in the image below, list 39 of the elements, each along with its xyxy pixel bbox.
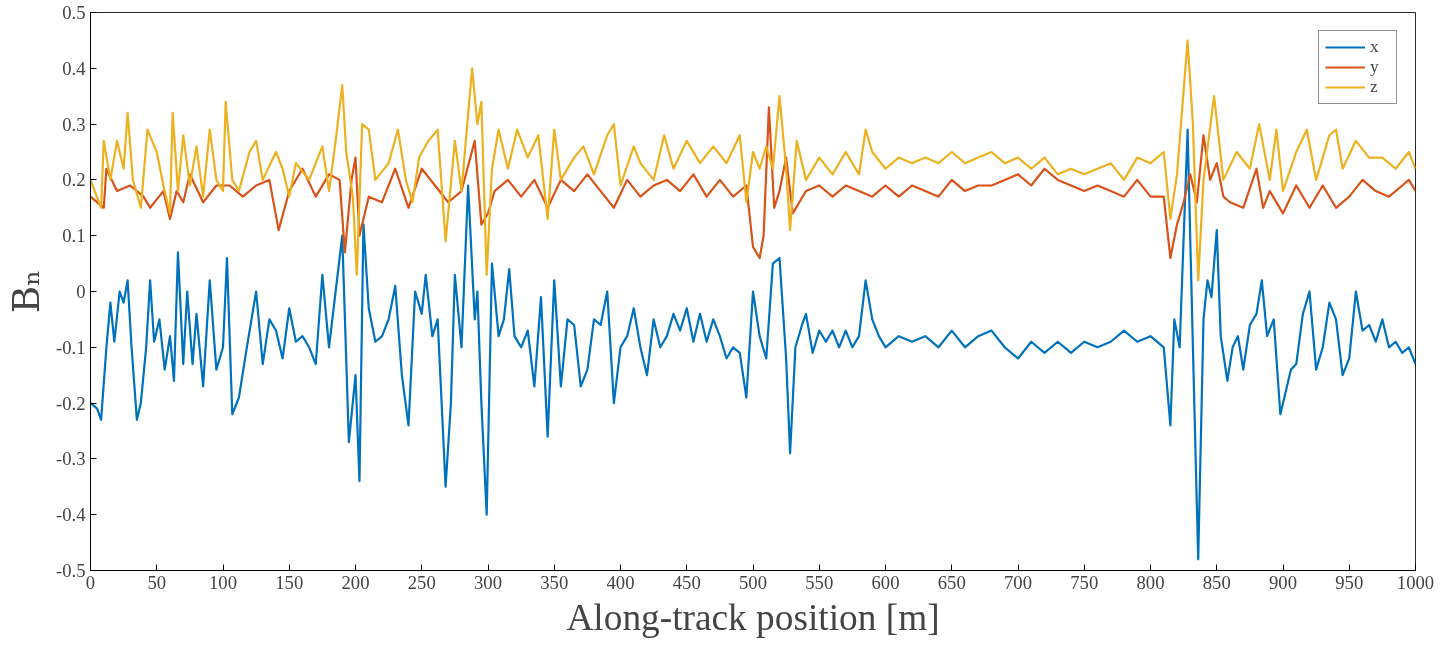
x-tick-label: 900 [1269,571,1297,593]
y-tick-label: 0.5 [62,2,86,23]
legend-label: x [1370,37,1380,57]
x-tick-label: 250 [407,571,436,593]
x-tick-label: 150 [275,571,304,593]
y-tick-label: 0.4 [62,57,87,79]
x-tick-label: 200 [341,571,370,593]
x-tick-label: 1000 [1396,571,1435,593]
x-tick-label: 950 [1335,571,1364,593]
line-series [90,106,1416,260]
x-tick-label: 400 [606,571,635,593]
y-tick-label: 0.3 [62,113,86,135]
line-series [90,128,1416,561]
y-tick-label: -0.5 [55,560,86,581]
y-tick-label: 0.1 [62,225,86,247]
x-tick-label: 100 [209,571,237,593]
x-tick-label: 350 [540,571,569,593]
line-series [90,39,1416,282]
y-axis-title: Bₙ [3,269,48,314]
x-tick-label: 550 [805,571,834,593]
x-tick-label: 800 [1136,571,1165,593]
x-tick-label: 850 [1202,571,1231,593]
y-tick-label: -0.1 [55,336,86,358]
y-tick-label: 0 [76,281,86,302]
x-axis-title: Along-track position [m] [566,596,940,638]
legend-label: y [1370,57,1380,77]
y-tick-label: -0.2 [55,392,86,414]
x-tick-label: 500 [739,571,767,593]
y-tick-label: -0.4 [55,504,87,526]
x-tick-label: 650 [937,571,966,593]
x-tick-label: 300 [474,571,502,593]
x-tick-label: 450 [672,571,701,593]
x-tick-label: 750 [1070,571,1099,593]
legend-label: z [1370,77,1379,97]
x-tick-label: 600 [871,571,900,593]
x-tick-label: 700 [1004,571,1032,593]
y-tick-label: 0.2 [62,169,86,191]
y-tick-label: -0.3 [55,448,86,470]
x-tick-label: 50 [147,571,167,593]
